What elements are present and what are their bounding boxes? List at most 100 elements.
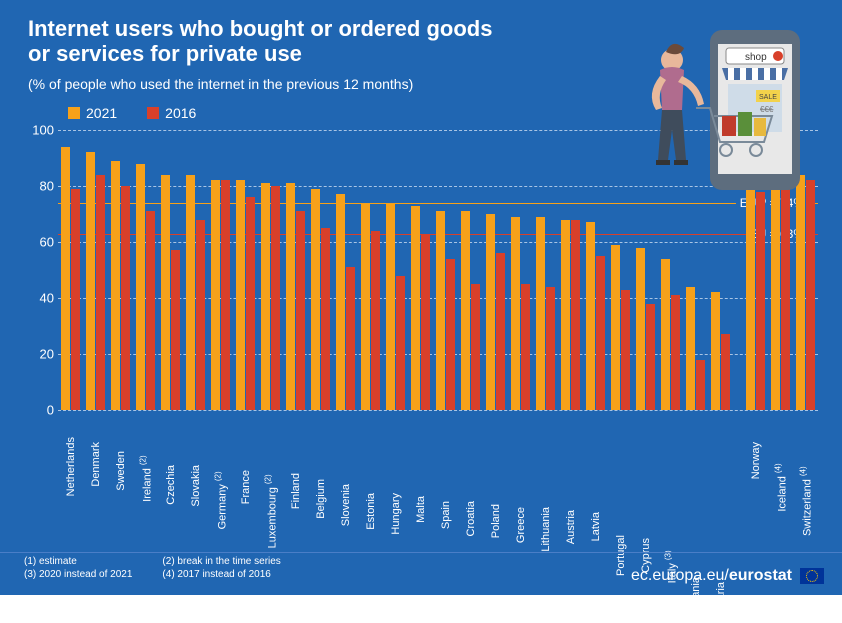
- bar-2016: [371, 231, 380, 410]
- ytick-label: 40: [26, 291, 54, 306]
- category-label: Switzerland (4): [798, 466, 813, 536]
- bar-2021: [536, 217, 545, 410]
- bar-2016: [646, 304, 655, 410]
- eu-flag-icon: [800, 568, 824, 584]
- bar-2021: [411, 206, 420, 410]
- bar-group: Malta: [408, 206, 433, 410]
- bar-group: Slovenia: [333, 194, 358, 410]
- bar-2016: [421, 234, 430, 410]
- bar-group: Romania: [683, 287, 708, 410]
- bar-2021: [686, 287, 695, 410]
- category-label: Poland: [490, 504, 502, 538]
- bar-2016: [271, 186, 280, 410]
- legend-swatch: [68, 107, 80, 119]
- bar-group: Denmark: [83, 152, 108, 410]
- category-label: Slovenia: [340, 484, 352, 526]
- bar-group: France: [233, 180, 258, 410]
- chart-subtitle: (% of people who used the internet in th…: [28, 76, 413, 92]
- bar-group: Finland: [283, 183, 308, 410]
- bar-group: Germany (2): [208, 180, 233, 410]
- bar-2016: [171, 250, 180, 410]
- bar-2021: [336, 194, 345, 410]
- bar-2016: [806, 180, 815, 410]
- category-label: Iceland (4): [773, 463, 788, 511]
- category-label: Finland: [290, 473, 302, 509]
- footer-divider: [0, 552, 842, 553]
- category-label: Netherlands: [65, 437, 77, 496]
- bar-group: Slovakia: [183, 175, 208, 410]
- bar-2016: [781, 183, 790, 410]
- bar-group: Greece: [508, 217, 533, 410]
- bar-2016: [596, 256, 605, 410]
- bar-2016: [146, 211, 155, 410]
- bar-group: Latvia: [583, 222, 608, 410]
- bar-2016: [346, 267, 355, 410]
- category-label: Ireland (2): [138, 455, 153, 501]
- bar-2016: [496, 253, 505, 410]
- bar-group: Spain: [433, 211, 458, 410]
- bar-2021: [796, 175, 805, 410]
- bar-group: Portugal: [608, 245, 633, 410]
- bar-2021: [586, 222, 595, 410]
- category-label: Latvia: [590, 512, 602, 541]
- footer-source: ec.europa.eu/eurostat: [631, 567, 824, 585]
- ytick-label: 60: [26, 235, 54, 250]
- category-label: Germany (2): [213, 472, 228, 530]
- bar-group: Estonia: [358, 203, 383, 410]
- category-label: Czechia: [165, 465, 177, 505]
- category-label: Denmark: [90, 442, 102, 487]
- legend-label: 2021: [86, 105, 117, 121]
- bar-2016: [396, 276, 405, 410]
- bar-group: Sweden: [108, 161, 133, 410]
- gridline: [58, 410, 818, 411]
- bar-group: Netherlands: [58, 147, 83, 410]
- bar-group: Bulgaria: [708, 292, 733, 410]
- bar-group: Belgium: [308, 189, 333, 410]
- category-label: Hungary: [390, 493, 402, 535]
- bar-2016: [221, 180, 230, 410]
- bar-2021: [436, 211, 445, 410]
- legend-item-2021: 2021: [68, 105, 117, 121]
- bar-2016: [621, 290, 630, 410]
- bar-2016: [721, 334, 730, 410]
- bar-2016: [696, 360, 705, 410]
- legend-item-2016: 2016: [147, 105, 196, 121]
- bar-2021: [111, 161, 120, 410]
- bar-group: Czechia: [158, 175, 183, 410]
- bar-2021: [486, 214, 495, 410]
- footer-url: ec.europa.eu/eurostat: [631, 567, 792, 585]
- category-label: Sweden: [115, 451, 127, 491]
- ytick-label: 100: [26, 123, 54, 138]
- bar-2016: [246, 197, 255, 410]
- category-label: Croatia: [465, 501, 477, 536]
- category-label: Malta: [415, 496, 427, 523]
- bar-2021: [236, 180, 245, 410]
- bar-group: Poland: [483, 214, 508, 410]
- bar-2021: [661, 259, 670, 410]
- footnotes: (1) estimate(3) 2020 instead of 2021(2) …: [24, 555, 424, 587]
- bar-2021: [261, 183, 270, 410]
- bar-2016: [196, 220, 205, 410]
- legend: 2021 2016: [68, 105, 196, 121]
- bar-group: Switzerland (4): [793, 175, 818, 410]
- ytick-label: 80: [26, 179, 54, 194]
- category-label: Spain: [440, 501, 452, 529]
- category-label: Belgium: [315, 479, 327, 519]
- bar-2016: [546, 287, 555, 410]
- bar-2016: [296, 211, 305, 410]
- bar-group: Austria: [558, 220, 583, 410]
- infographic-page: Internet users who bought or ordered goo…: [0, 0, 842, 595]
- bar-2021: [136, 164, 145, 410]
- bar-2016: [756, 192, 765, 410]
- shopper-illustration: shop SALE €€€: [600, 20, 810, 210]
- bar-2016: [71, 189, 80, 410]
- ytick-label: 0: [26, 403, 54, 418]
- category-label: Bulgaria: [715, 582, 727, 622]
- bar-2021: [61, 147, 70, 410]
- category-label: Portugal: [615, 535, 627, 576]
- svg-text:€€€: €€€: [760, 105, 774, 114]
- ytick-label: 20: [26, 347, 54, 362]
- chart-title: Internet users who bought or ordered goo…: [28, 16, 492, 67]
- bar-2021: [636, 248, 645, 410]
- category-label: Austria: [565, 510, 577, 544]
